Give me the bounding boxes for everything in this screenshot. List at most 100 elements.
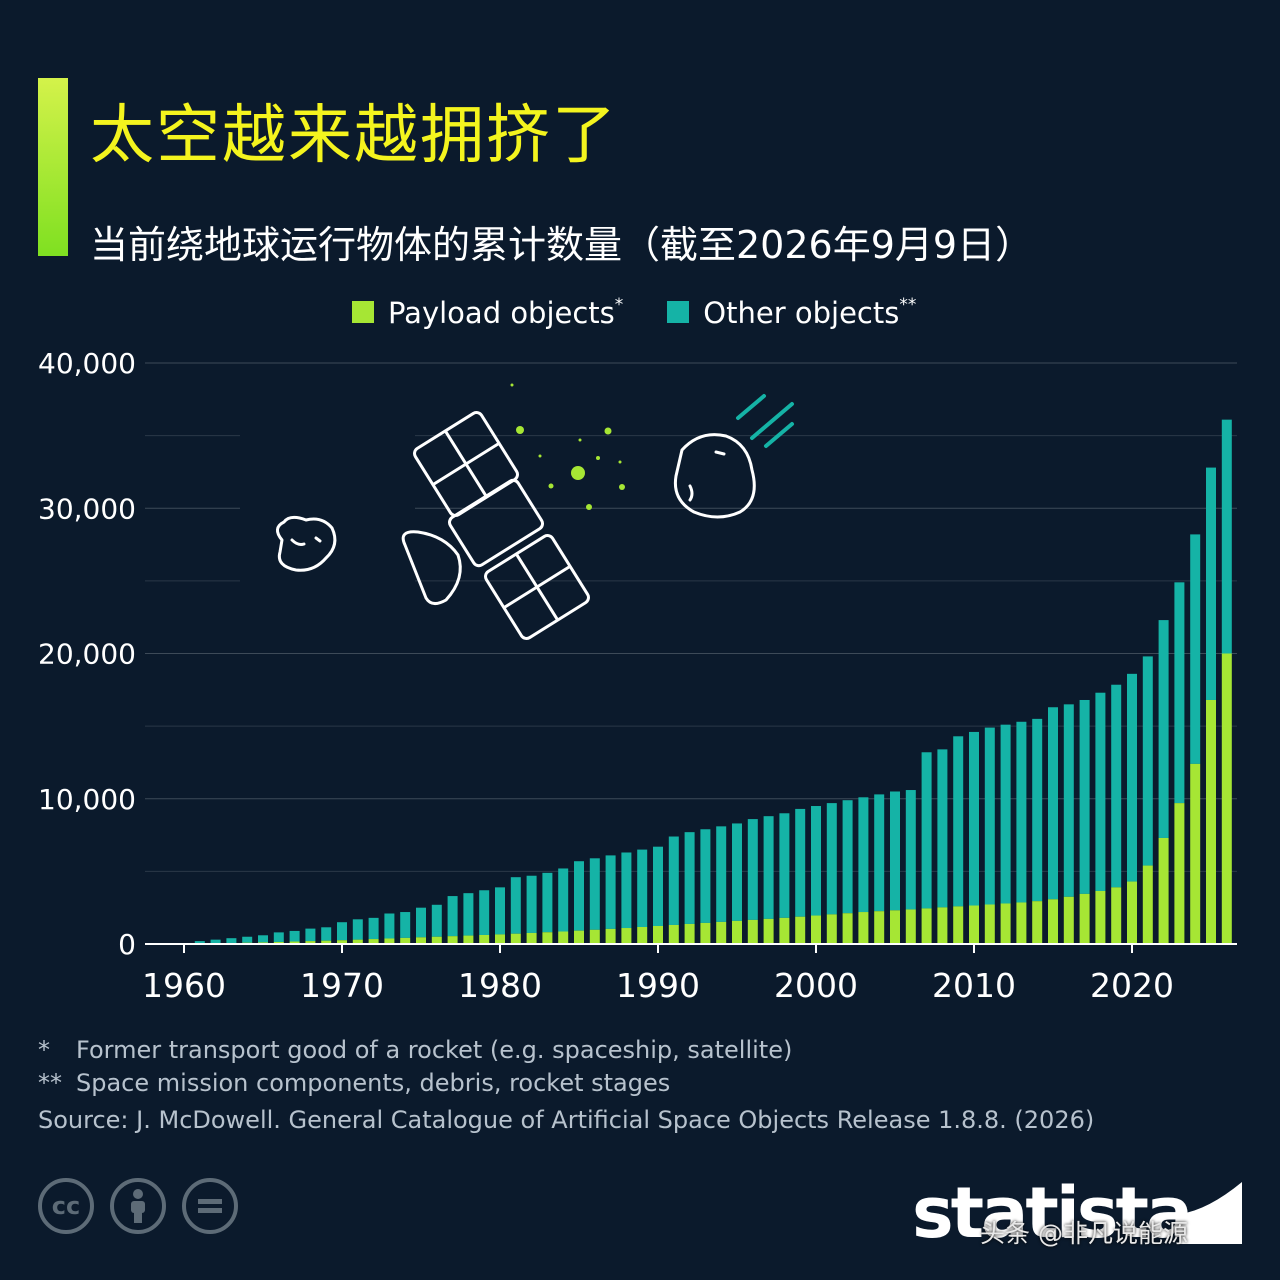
legend-label-other: Other objects** (703, 294, 917, 330)
footnote-1: * Former transport good of a rocket (e.g.… (38, 1036, 793, 1064)
space-dust-dot (510, 383, 514, 387)
space-dust-dot (548, 483, 554, 489)
bar-payload-1967 (289, 941, 300, 944)
bar-other-1961 (194, 941, 205, 944)
x-tick-label: 1960 (142, 966, 226, 1005)
bar-other-2009 (953, 736, 964, 907)
bar-other-1976 (431, 904, 442, 937)
bar-payload-2019 (1111, 887, 1122, 944)
bar-other-2005 (890, 791, 900, 911)
x-tick-label: 1970 (300, 966, 384, 1005)
bar-other-2010 (969, 731, 979, 906)
bar-other-1971 (352, 919, 363, 940)
small-asteroid-crater (290, 536, 322, 546)
statista-logo-text: statista (912, 1172, 1193, 1254)
bar-other-1963 (226, 938, 237, 943)
bar-other-2018 (1095, 692, 1106, 891)
bar-other-2016 (1063, 704, 1074, 897)
small-asteroid-icon (276, 515, 337, 572)
footnotes: * Former transport good of a rocket (e.g.… (38, 1034, 792, 1100)
bar-other-1991 (668, 836, 679, 925)
bar-other-2006 (905, 790, 916, 910)
footnote-2: ** Space mission components, debris, rock… (38, 1069, 671, 1097)
bar-other-2023 (1174, 582, 1185, 804)
bar-other-1972 (368, 917, 379, 940)
bar-other-2002 (842, 800, 853, 914)
bar-other-1966 (273, 932, 284, 942)
bar-payload-2017 (1079, 893, 1090, 944)
legend-item-other[interactable]: Other objects** (667, 295, 916, 330)
bars (145, 419, 1237, 945)
bar-other-1996 (747, 819, 758, 920)
large-asteroid-crater (688, 450, 726, 502)
solar-panel-top-grid (432, 430, 500, 498)
bar-payload-1980 (495, 934, 505, 944)
bar-payload-2026 (1221, 653, 1232, 944)
satellite-body-icon (448, 478, 544, 568)
bar-other-1980 (495, 887, 505, 935)
attribution-icon[interactable] (110, 1178, 166, 1234)
bar-payload-2016 (1063, 896, 1074, 944)
bar-payload-1970 (337, 940, 347, 944)
bar-payload-1978 (463, 935, 474, 944)
chart-subtitle: 当前绕地球运行物体的累计数量（截至2026年9月9日） (90, 223, 1034, 267)
bar-payload-1988 (621, 928, 632, 944)
bar-payload-1973 (384, 938, 395, 944)
bar-other-1965 (258, 935, 268, 943)
bar-payload-1968 (305, 941, 316, 944)
chart-title: 太空越来越拥挤了 (90, 99, 618, 173)
motion-streak (764, 422, 794, 448)
bar-payload-2007 (921, 908, 932, 944)
bar-payload-1991 (668, 924, 679, 944)
bar-other-1982 (526, 875, 537, 933)
bar-other-2008 (937, 749, 948, 908)
bar-payload-1966 (273, 941, 284, 944)
statista-logo[interactable]: statista (912, 1168, 1252, 1258)
bar-payload-1981 (510, 933, 521, 944)
bar-payload-1998 (779, 917, 790, 944)
bar-other-2012 (1000, 724, 1011, 904)
cc-icon[interactable]: cc (38, 1178, 94, 1234)
bar-payload-2014 (1032, 901, 1043, 944)
legend-item-payload[interactable]: Payload objects* (352, 295, 623, 330)
bar-payload-1969 (321, 940, 332, 944)
bar-other-1962 (210, 939, 221, 944)
bar-other-2004 (874, 794, 885, 912)
bar-payload-1971 (352, 939, 363, 944)
space-dust-dot (516, 426, 524, 434)
bar-payload-1985 (574, 930, 584, 944)
bar-other-2020 (1127, 673, 1137, 882)
space-dust-dot (619, 484, 625, 490)
large-asteroid-icon (673, 433, 756, 519)
bar-payload-2009 (953, 906, 964, 944)
bar-payload-2000 (811, 915, 821, 944)
bar-other-1970 (337, 922, 347, 941)
bar-other-1997 (763, 816, 774, 919)
y-tick-label: 10,000 (38, 783, 136, 816)
bar-payload-1975 (416, 937, 426, 944)
bar-other-1977 (447, 896, 458, 937)
bar-other-2019 (1111, 684, 1122, 888)
license-icons: cc (38, 1178, 238, 1234)
y-tick-label: 30,000 (38, 492, 136, 525)
legend-swatch-payload (352, 301, 374, 323)
bar-payload-1993 (700, 922, 711, 944)
bar-payload-1976 (431, 936, 442, 944)
bar-other-1987 (605, 855, 616, 929)
y-tick-label: 0 (118, 928, 136, 961)
satellite-dish-icon (401, 530, 462, 605)
bar-other-2025 (1206, 467, 1216, 700)
space-dust-dot (578, 438, 582, 442)
bar-other-2000 (811, 806, 821, 916)
bar-payload-1997 (763, 918, 774, 944)
no-derivatives-icon[interactable] (182, 1178, 238, 1234)
bar-other-1995 (732, 823, 742, 921)
bar-payload-1974 (400, 937, 411, 944)
bar-other-2021 (1142, 656, 1153, 866)
x-tick-label: 2020 (1090, 966, 1174, 1005)
x-tick-label: 1980 (458, 966, 542, 1005)
bar-payload-2013 (1016, 902, 1027, 944)
space-dust-dot (596, 456, 600, 460)
bar-payload-2008 (937, 907, 948, 944)
bar-other-2003 (858, 797, 869, 913)
